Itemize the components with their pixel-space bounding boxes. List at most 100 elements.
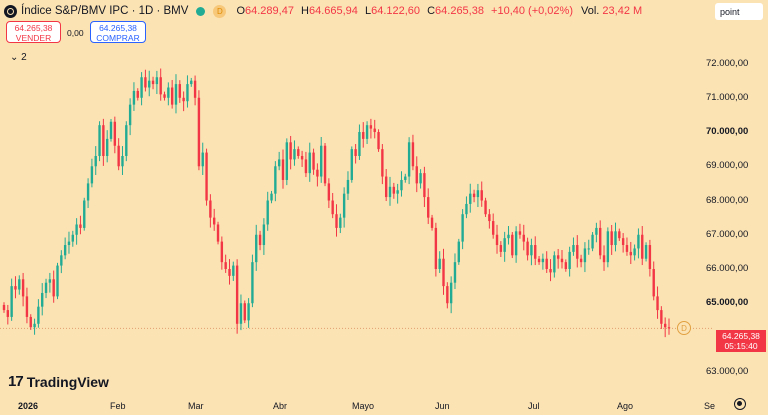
candle[interactable] xyxy=(14,276,17,299)
candle[interactable] xyxy=(530,238,533,266)
candle[interactable] xyxy=(491,213,495,239)
candle[interactable] xyxy=(480,181,483,207)
indicators-collapse-toggle[interactable]: ⌄ 2 xyxy=(10,52,27,63)
candle[interactable] xyxy=(568,246,571,277)
candle[interactable] xyxy=(220,236,224,270)
candle[interactable] xyxy=(21,272,25,307)
candle[interactable] xyxy=(388,176,392,206)
candle[interactable] xyxy=(453,253,457,290)
candle[interactable] xyxy=(2,302,6,313)
candle[interactable] xyxy=(365,121,369,145)
candle[interactable] xyxy=(44,278,48,299)
candle[interactable] xyxy=(549,259,552,282)
candle[interactable] xyxy=(396,183,399,204)
candle[interactable] xyxy=(423,166,426,208)
candle[interactable] xyxy=(186,75,189,108)
candle[interactable] xyxy=(545,251,548,273)
candle[interactable] xyxy=(67,231,71,254)
candle[interactable] xyxy=(293,140,296,166)
candle[interactable] xyxy=(576,235,579,268)
candle[interactable] xyxy=(342,187,346,228)
candle[interactable] xyxy=(599,220,602,260)
candle[interactable] xyxy=(461,209,464,250)
candle[interactable] xyxy=(98,121,101,162)
candle[interactable] xyxy=(579,254,583,268)
candle[interactable] xyxy=(79,215,82,235)
candle[interactable] xyxy=(29,314,32,330)
candle[interactable] xyxy=(495,224,499,254)
candle[interactable] xyxy=(83,197,86,231)
candle[interactable] xyxy=(625,237,629,256)
candle[interactable] xyxy=(270,190,273,204)
candle[interactable] xyxy=(63,237,67,260)
candle[interactable] xyxy=(251,254,254,308)
candle[interactable] xyxy=(312,148,315,175)
candle[interactable] xyxy=(652,261,655,301)
candle[interactable] xyxy=(239,294,243,331)
candle[interactable] xyxy=(629,241,632,265)
settings-gear-icon[interactable] xyxy=(734,398,746,410)
candle[interactable] xyxy=(465,196,468,219)
candle[interactable] xyxy=(484,197,487,217)
tradingview-logo[interactable]: 17 TradingView xyxy=(8,373,109,390)
candle[interactable] xyxy=(159,68,162,101)
candle[interactable] xyxy=(384,169,388,202)
candle[interactable] xyxy=(128,98,132,136)
candle[interactable] xyxy=(102,118,105,166)
candle[interactable] xyxy=(346,171,350,201)
candle[interactable] xyxy=(415,156,418,193)
candle[interactable] xyxy=(511,232,514,259)
candle[interactable] xyxy=(499,241,503,258)
candle[interactable] xyxy=(373,119,376,139)
candle[interactable] xyxy=(105,130,109,163)
candle[interactable] xyxy=(331,192,334,219)
candle[interactable] xyxy=(442,248,445,295)
candle[interactable] xyxy=(155,70,159,95)
candle[interactable] xyxy=(213,208,216,231)
candle[interactable] xyxy=(48,272,52,293)
candle[interactable] xyxy=(404,173,407,183)
candle[interactable] xyxy=(369,118,373,139)
candle[interactable] xyxy=(572,237,575,256)
candle[interactable] xyxy=(25,287,29,324)
candle[interactable] xyxy=(476,183,480,208)
candle[interactable] xyxy=(163,91,166,101)
candle[interactable] xyxy=(297,146,300,159)
candle[interactable] xyxy=(602,245,606,271)
candle[interactable] xyxy=(243,300,246,324)
candle[interactable] xyxy=(33,318,36,335)
candle[interactable] xyxy=(434,222,438,277)
candle[interactable] xyxy=(591,232,594,252)
candle[interactable] xyxy=(232,261,235,281)
candle[interactable] xyxy=(274,161,277,202)
candle[interactable] xyxy=(656,286,659,319)
candle[interactable] xyxy=(350,146,353,183)
candle[interactable] xyxy=(281,149,285,189)
candle[interactable] xyxy=(56,262,59,300)
candle[interactable] xyxy=(553,251,556,278)
candle[interactable] xyxy=(174,74,178,114)
candle[interactable] xyxy=(606,227,610,268)
candle[interactable] xyxy=(537,255,541,265)
candle[interactable] xyxy=(449,276,453,314)
candle[interactable] xyxy=(633,244,636,261)
candle[interactable] xyxy=(522,224,525,251)
candle[interactable] xyxy=(564,259,568,272)
candle[interactable] xyxy=(304,151,308,178)
candle[interactable] xyxy=(419,169,422,189)
candle[interactable] xyxy=(109,119,113,142)
candle[interactable] xyxy=(392,182,396,199)
candle[interactable] xyxy=(644,242,648,262)
candle[interactable] xyxy=(201,142,204,176)
candle[interactable] xyxy=(648,239,652,277)
candle[interactable] xyxy=(377,129,380,152)
candle[interactable] xyxy=(469,183,472,213)
candle[interactable] xyxy=(320,136,323,183)
candle[interactable] xyxy=(10,278,13,321)
candle[interactable] xyxy=(277,151,281,171)
candle[interactable] xyxy=(170,79,174,109)
candle[interactable] xyxy=(258,230,262,251)
candle[interactable] xyxy=(534,236,537,266)
candle[interactable] xyxy=(427,188,430,224)
sell-button[interactable]: 64.265,38 VENDER xyxy=(6,21,61,43)
